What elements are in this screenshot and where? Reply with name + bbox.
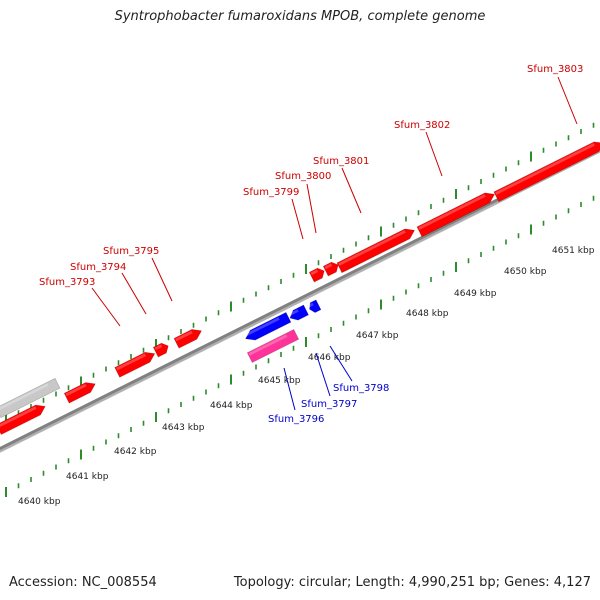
gene-arrow xyxy=(322,261,339,277)
gene-arrow-shape xyxy=(114,351,156,378)
gene-label-leader xyxy=(341,167,362,214)
scale-label: 4642 kbp xyxy=(114,447,157,457)
scale-label: 4646 kbp xyxy=(308,353,351,363)
gene-label-leader xyxy=(315,352,331,397)
gene-arrow-highlight xyxy=(288,309,299,317)
gene-arrow-shape xyxy=(289,304,309,321)
gene-arrow-shape xyxy=(309,299,322,313)
highlighted-gene-arrow-highlight xyxy=(248,334,288,356)
gene-label-sfum_3793: Sfum_3793 xyxy=(39,277,95,288)
scale-label: 4645 kbp xyxy=(258,376,301,386)
gene-arrow-shape xyxy=(152,342,169,358)
gene-arrow xyxy=(308,267,325,283)
gene-label-leader xyxy=(306,183,317,234)
gene-arrow-highlight xyxy=(418,194,486,230)
gene-label-leader xyxy=(121,272,147,315)
gene-arrow-highlight xyxy=(310,269,319,276)
gene-arrow-shape xyxy=(336,228,416,274)
scale-label: 4650 kbp xyxy=(504,267,547,277)
gene-label-leader xyxy=(557,76,578,125)
gene-arrow-shape xyxy=(308,267,325,283)
gene-arrow-highlight xyxy=(324,263,333,270)
highlighted-gene-arrow-shape xyxy=(246,329,300,363)
gene-label-sfum_3797: Sfum_3797 xyxy=(301,399,357,410)
gene-arrow xyxy=(0,404,46,435)
gene-label-sfum_3796: Sfum_3796 xyxy=(268,414,324,425)
gene-arrow-highlight xyxy=(244,317,280,337)
gene-label-sfum_3795: Sfum_3795 xyxy=(103,246,159,257)
gene-arrow-highlight xyxy=(65,383,87,397)
gene-arrow xyxy=(493,141,600,203)
gene-arrow xyxy=(416,192,496,238)
grey-feature-block-highlight xyxy=(0,383,49,411)
scale-label: 4643 kbp xyxy=(162,423,205,433)
grey-feature-block xyxy=(0,377,61,419)
gene-arrow-highlight xyxy=(308,302,314,308)
scale-label: 4641 kbp xyxy=(66,472,109,482)
gene-label-sfum_3799: Sfum_3799 xyxy=(243,187,299,198)
gene-label-leader xyxy=(291,198,304,240)
gene-label-sfum_3801: Sfum_3801 xyxy=(313,156,369,167)
gene-arrow-shape xyxy=(173,329,202,349)
gene-arrow-highlight xyxy=(338,230,406,266)
gene-arrow-highlight xyxy=(116,353,146,371)
gene-arrow-highlight xyxy=(175,330,193,342)
map-title: Syntrophobacter fumaroxidans MPOB, compl… xyxy=(114,9,486,24)
gene-arrow xyxy=(63,382,96,404)
gene-label-leader xyxy=(329,345,353,382)
gene-arrow-shape xyxy=(0,404,46,435)
gene-label-leader xyxy=(91,287,121,327)
gene-arrow-shape xyxy=(493,141,600,203)
gene-arrow-highlight xyxy=(495,143,595,195)
gene-arrow-shape xyxy=(322,261,339,277)
gene-label-sfum_3800: Sfum_3800 xyxy=(275,171,331,182)
gene-label-leader xyxy=(283,367,296,411)
scale-label: 4651 kbp xyxy=(552,246,595,256)
gene-arrow xyxy=(114,351,156,378)
gene-label-sfum_3803: Sfum_3803 xyxy=(527,64,583,75)
gene-arrow-shape xyxy=(416,192,496,238)
scale-label: 4640 kbp xyxy=(18,497,61,507)
gene-arrow-shape xyxy=(63,382,96,404)
gene-arrow-highlight xyxy=(154,344,163,351)
scale-label: 4647 kbp xyxy=(356,331,399,341)
gene-label-sfum_3802: Sfum_3802 xyxy=(394,120,450,131)
gene-arrow-shape xyxy=(245,311,292,341)
gene-arrow xyxy=(244,311,292,341)
scale-label: 4649 kbp xyxy=(454,289,497,299)
gene-arrow xyxy=(308,299,322,313)
gene-arrow-highlight xyxy=(0,406,37,428)
grey-feature-block-shape xyxy=(0,377,61,419)
scale-label: 4644 kbp xyxy=(210,401,253,411)
scale-label: 4648 kbp xyxy=(406,309,449,319)
gene-arrow xyxy=(173,329,202,349)
gene-arrow xyxy=(288,304,309,321)
gene-label-leader xyxy=(151,257,173,302)
highlighted-gene-arrow xyxy=(246,329,300,363)
gene-label-sfum_3794: Sfum_3794 xyxy=(70,262,126,273)
genome-summary-text: Topology: circular; Length: 4,990,251 bp… xyxy=(233,575,591,590)
gene-label-sfum_3798: Sfum_3798 xyxy=(333,383,389,394)
gene-arrow xyxy=(336,228,416,274)
accession-text: Accession: NC_008554 xyxy=(9,575,157,590)
gene-arrow xyxy=(152,342,169,358)
gene-label-leader xyxy=(425,131,443,177)
